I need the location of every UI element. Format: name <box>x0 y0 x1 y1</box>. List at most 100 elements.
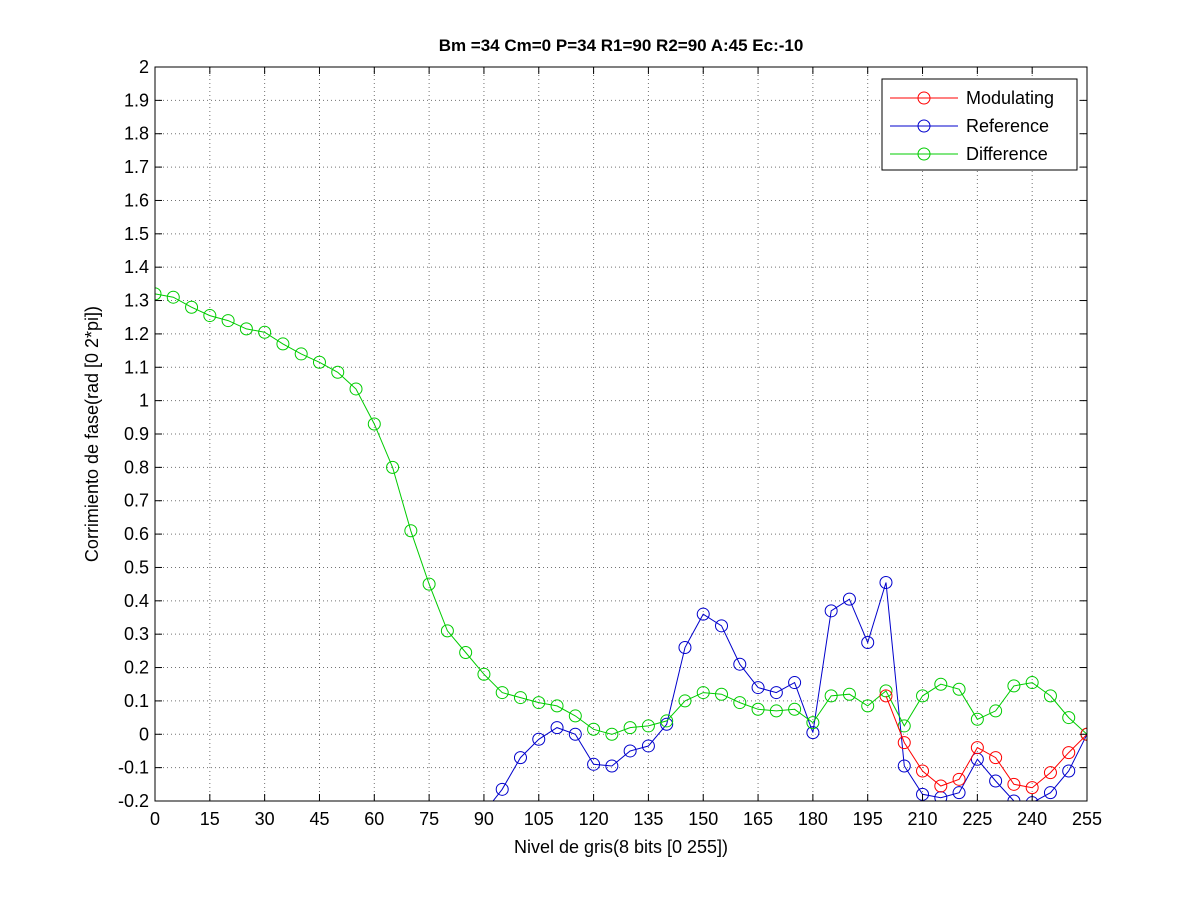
reference-point <box>806 726 820 740</box>
x-tick-label: 150 <box>688 809 718 829</box>
difference-point <box>641 719 655 733</box>
x-tick-label: 75 <box>419 809 439 829</box>
difference-point <box>934 677 948 691</box>
y-tick-label: 1.8 <box>124 124 149 144</box>
difference-point <box>696 686 710 700</box>
difference-point <box>386 460 400 474</box>
x-tick-label: 30 <box>255 809 275 829</box>
y-tick-label: 0.2 <box>124 658 149 678</box>
modulating-point <box>1007 777 1021 791</box>
x-tick-label: 105 <box>524 809 554 829</box>
reference-point <box>605 759 619 773</box>
y-tick-label: 1.2 <box>124 324 149 344</box>
y-tick-label: 1.6 <box>124 190 149 210</box>
difference-point <box>331 365 345 379</box>
x-tick-label: 45 <box>309 809 329 829</box>
x-tick-label: 0 <box>150 809 160 829</box>
difference-point <box>221 314 235 328</box>
reference-point <box>824 604 838 618</box>
y-tick-label: 0.9 <box>124 424 149 444</box>
y-tick-label: 0 <box>139 724 149 744</box>
difference-point <box>788 702 802 716</box>
difference-point <box>404 524 418 538</box>
difference-point <box>532 696 546 710</box>
modulating-point <box>879 689 893 703</box>
reference-point <box>751 681 765 695</box>
difference-point <box>1025 676 1039 690</box>
ticks: 0 15 30 45 60 75 90 105 120 135 150 165 180 195 210 225… <box>118 57 1102 829</box>
reference-point <box>897 759 911 773</box>
reference-point <box>769 686 783 700</box>
difference-point <box>568 709 582 723</box>
legend-label-difference: Difference <box>966 144 1048 164</box>
x-tick-label: 240 <box>1017 809 1047 829</box>
y-tick-label: 0.8 <box>124 457 149 477</box>
legend-box <box>881 78 1078 171</box>
modulating-point <box>934 779 948 793</box>
y-tick-label: 0.6 <box>124 524 149 544</box>
difference-point <box>1007 679 1021 693</box>
difference-point <box>916 689 930 703</box>
reference-line <box>492 582 1087 801</box>
reference-point <box>587 757 601 771</box>
y-tick-label: 0.5 <box>124 557 149 577</box>
chart-title: Bm =34 Cm=0 P=34 R1=90 R2=90 A:45 Ec:-10 <box>439 36 804 55</box>
difference-point <box>970 712 984 726</box>
y-tick-label: 1.4 <box>124 257 149 277</box>
reference-point <box>879 575 893 589</box>
modulating-point <box>989 751 1003 765</box>
y-tick-label: 1.3 <box>124 291 149 311</box>
reference-point <box>696 607 710 621</box>
difference-point <box>842 687 856 701</box>
difference-point <box>276 337 290 351</box>
reference-point <box>952 786 966 800</box>
x-tick-label: 255 <box>1072 809 1102 829</box>
difference-point <box>769 704 783 718</box>
x-tick-label: 135 <box>633 809 663 829</box>
reference-point <box>678 641 692 655</box>
difference-point <box>952 682 966 696</box>
y-axis-label: Corrimiento de fase(rad [0 2*pi]) <box>82 306 102 562</box>
x-tick-label: 210 <box>908 809 938 829</box>
x-axis-label: Nivel de gris(8 bits [0 255]) <box>514 837 728 857</box>
y-tick-label: -0.1 <box>118 758 149 778</box>
legend-marker-reference <box>917 119 931 133</box>
legend-entry-difference: Difference <box>890 144 1048 164</box>
reference-point <box>842 592 856 606</box>
difference-point <box>312 355 326 369</box>
x-tick-label: 195 <box>853 809 883 829</box>
modulating-point <box>952 772 966 786</box>
difference-point <box>166 290 180 304</box>
modulating-point <box>916 764 930 778</box>
difference-line <box>155 293 1087 735</box>
x-tick-label: 120 <box>579 809 609 829</box>
series-modulating <box>879 689 1087 795</box>
difference-point <box>605 727 619 741</box>
difference-point <box>861 699 875 713</box>
reference-point <box>733 657 747 671</box>
difference-point <box>239 322 253 336</box>
reference-point <box>715 619 729 633</box>
reference-point <box>861 636 875 650</box>
x-tick-label: 180 <box>798 809 828 829</box>
reference-point <box>568 727 582 741</box>
difference-point <box>550 699 564 713</box>
series-layer <box>155 287 1087 801</box>
difference-point <box>349 382 363 396</box>
legend-entry-reference: Reference <box>890 116 1049 136</box>
reference-point <box>495 782 509 796</box>
difference-point <box>733 696 747 710</box>
difference-point <box>715 687 729 701</box>
difference-point <box>367 417 381 431</box>
y-tick-label: 1 <box>139 391 149 411</box>
difference-point <box>751 702 765 716</box>
y-tick-label: 1.5 <box>124 224 149 244</box>
reference-point <box>1062 764 1076 778</box>
modulating-point <box>970 741 984 755</box>
series-difference <box>155 287 1087 741</box>
reference-point <box>641 739 655 753</box>
reference-point <box>660 717 674 731</box>
legend-marker-difference <box>917 147 931 161</box>
reference-point <box>788 676 802 690</box>
legend-marker-modulating <box>917 91 931 105</box>
